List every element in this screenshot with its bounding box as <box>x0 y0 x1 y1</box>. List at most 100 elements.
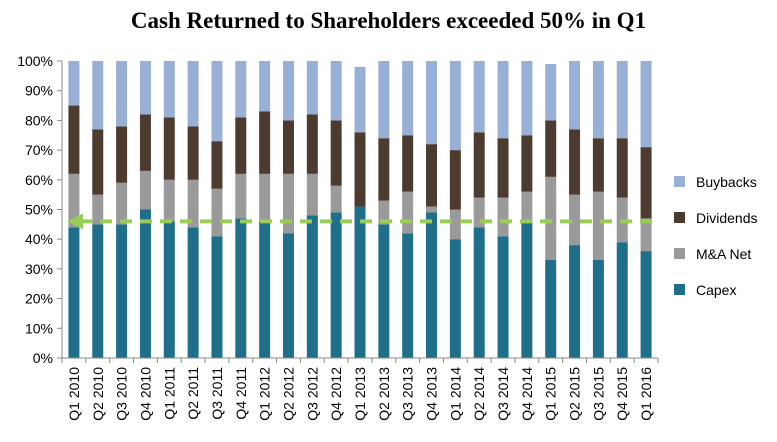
bar-buybacks-q1-2012 <box>259 61 271 112</box>
bar-dividends-q4-2011 <box>235 117 247 174</box>
y-tick-label: 20% <box>25 291 53 307</box>
bar-m-a-net-q3-2011 <box>211 188 223 237</box>
x-tick-label: Q2 2013 <box>376 367 392 421</box>
bar-capex-q4-2015 <box>616 242 628 358</box>
legend-swatch-buybacks <box>674 176 685 187</box>
bar-dividends-q2-2011 <box>187 126 199 180</box>
y-tick-label: 40% <box>25 231 53 247</box>
bar-buybacks-q4-2012 <box>330 61 342 121</box>
x-tick-label: Q3 2012 <box>304 367 320 421</box>
bar-m-a-net-q1-2016 <box>640 218 652 252</box>
bar-dividends-q4-2012 <box>330 120 342 186</box>
y-tick-label: 30% <box>25 261 53 277</box>
bar-capex-q3-2011 <box>211 236 223 358</box>
bar-buybacks-q4-2010 <box>139 61 151 115</box>
y-tick-label: 80% <box>25 112 53 128</box>
x-tick-label: Q4 2014 <box>519 367 535 421</box>
x-tick-label: Q2 2012 <box>280 367 296 421</box>
x-tick-label: Q1 2016 <box>638 367 654 421</box>
x-tick-label: Q4 2011 <box>233 367 249 420</box>
bar-capex-q1-2015 <box>545 259 557 358</box>
bar-dividends-q3-2012 <box>306 114 318 174</box>
bar-m-a-net-q1-2011 <box>163 179 175 222</box>
bar-dividends-q1-2012 <box>259 111 271 174</box>
bar-buybacks-q2-2012 <box>282 61 294 121</box>
bar-dividends-q1-2010 <box>68 105 80 174</box>
bar-capex-q3-2012 <box>306 215 318 358</box>
bar-buybacks-q1-2010 <box>68 61 80 106</box>
y-tick-label: 50% <box>25 202 53 218</box>
bar-m-a-net-q1-2014 <box>449 209 461 240</box>
reference-arrow-icon <box>67 213 83 230</box>
bar-dividends-q2-2013 <box>378 138 390 201</box>
legend-label-buybacks: Buybacks <box>696 174 757 190</box>
x-tick-label: Q2 2010 <box>90 367 106 421</box>
bar-buybacks-q1-2015 <box>545 63 557 121</box>
bar-m-a-net-q2-2012 <box>282 173 294 234</box>
bar-dividends-q1-2016 <box>640 147 652 219</box>
bar-buybacks-q4-2014 <box>521 61 533 136</box>
bar-buybacks-q2-2014 <box>473 61 485 133</box>
x-tick-label: Q4 2015 <box>614 367 630 421</box>
bar-buybacks-q3-2013 <box>402 61 414 136</box>
x-axis: Q1 2010 Q2 2010 Q3 2010 Q4 2010 Q1 2011 Q2 20… <box>61 357 659 421</box>
bar-buybacks-q1-2011 <box>163 61 175 118</box>
bar-dividends-q3-2014 <box>497 138 509 198</box>
bar-dividends-q3-2010 <box>116 126 128 183</box>
bar-capex-q2-2015 <box>569 245 581 358</box>
bar-buybacks-q1-2014 <box>449 61 461 151</box>
y-tick-label: 100% <box>17 53 53 69</box>
bar-dividends-q3-2013 <box>402 135 414 192</box>
bar-m-a-net-q4-2012 <box>330 185 342 213</box>
bar-buybacks-q3-2015 <box>592 61 604 139</box>
bar-capex-q1-2014 <box>449 239 461 358</box>
bar-dividends-q4-2013 <box>426 144 438 207</box>
bar-buybacks-q4-2011 <box>235 61 247 118</box>
bar-capex-q1-2013 <box>354 206 366 358</box>
bar-m-a-net-q2-2013 <box>378 200 390 225</box>
x-tick-label: Q3 2011 <box>209 367 225 420</box>
bar-m-a-net-q4-2013 <box>426 206 438 213</box>
bar-dividends-q1-2015 <box>545 120 557 177</box>
bar-capex-q1-2010 <box>68 227 80 358</box>
bar-buybacks-q3-2014 <box>497 61 509 139</box>
bar-capex-q3-2010 <box>116 224 128 358</box>
x-tick-label: Q4 2012 <box>328 367 344 421</box>
bar-buybacks-q3-2012 <box>306 61 318 115</box>
bar-buybacks-q4-2015 <box>616 61 628 139</box>
x-tick-label: Q4 2013 <box>424 367 440 421</box>
bar-m-a-net-q4-2011 <box>235 173 247 219</box>
bar-buybacks-q2-2011 <box>187 61 199 127</box>
bar-m-a-net-q1-2015 <box>545 176 557 260</box>
x-tick-label: Q3 2013 <box>400 367 416 421</box>
bar-dividends-q4-2014 <box>521 135 533 192</box>
bar-dividends-q4-2015 <box>616 138 628 198</box>
y-tick-label: 70% <box>25 142 53 158</box>
bar-capex-q2-2013 <box>378 224 390 358</box>
x-tick-label: Q1 2014 <box>447 367 463 421</box>
bar-dividends-q1-2014 <box>449 150 461 210</box>
legend-swatch-capex <box>674 284 685 295</box>
bar-capex-q1-2011 <box>163 221 175 358</box>
x-tick-label: Q2 2011 <box>185 367 201 420</box>
bar-capex-q1-2012 <box>259 221 271 358</box>
bar-dividends-q1-2011 <box>163 117 175 180</box>
y-tick-label: 10% <box>25 320 53 336</box>
legend-swatch-dividends <box>674 212 685 223</box>
bar-buybacks-q1-2013 <box>354 66 366 133</box>
bar-dividends-q2-2014 <box>473 132 485 198</box>
bar-buybacks-q2-2010 <box>92 61 104 130</box>
bar-buybacks-q4-2013 <box>426 61 438 145</box>
legend-swatch-m-a-net <box>674 248 685 259</box>
bar-buybacks-q3-2010 <box>116 61 128 127</box>
y-tick-label: 0% <box>33 350 53 366</box>
bar-m-a-net-q4-2010 <box>139 170 151 210</box>
bar-m-a-net-q4-2014 <box>521 191 533 222</box>
bar-buybacks-q1-2016 <box>640 61 652 148</box>
x-tick-label: Q2 2015 <box>567 367 583 421</box>
x-tick-label: Q2 2014 <box>471 367 487 421</box>
bar-buybacks-q2-2013 <box>378 61 390 139</box>
legend-label-m-a-net: M&A Net <box>696 246 751 262</box>
bar-m-a-net-q2-2015 <box>569 194 581 246</box>
reference-line <box>67 213 654 230</box>
